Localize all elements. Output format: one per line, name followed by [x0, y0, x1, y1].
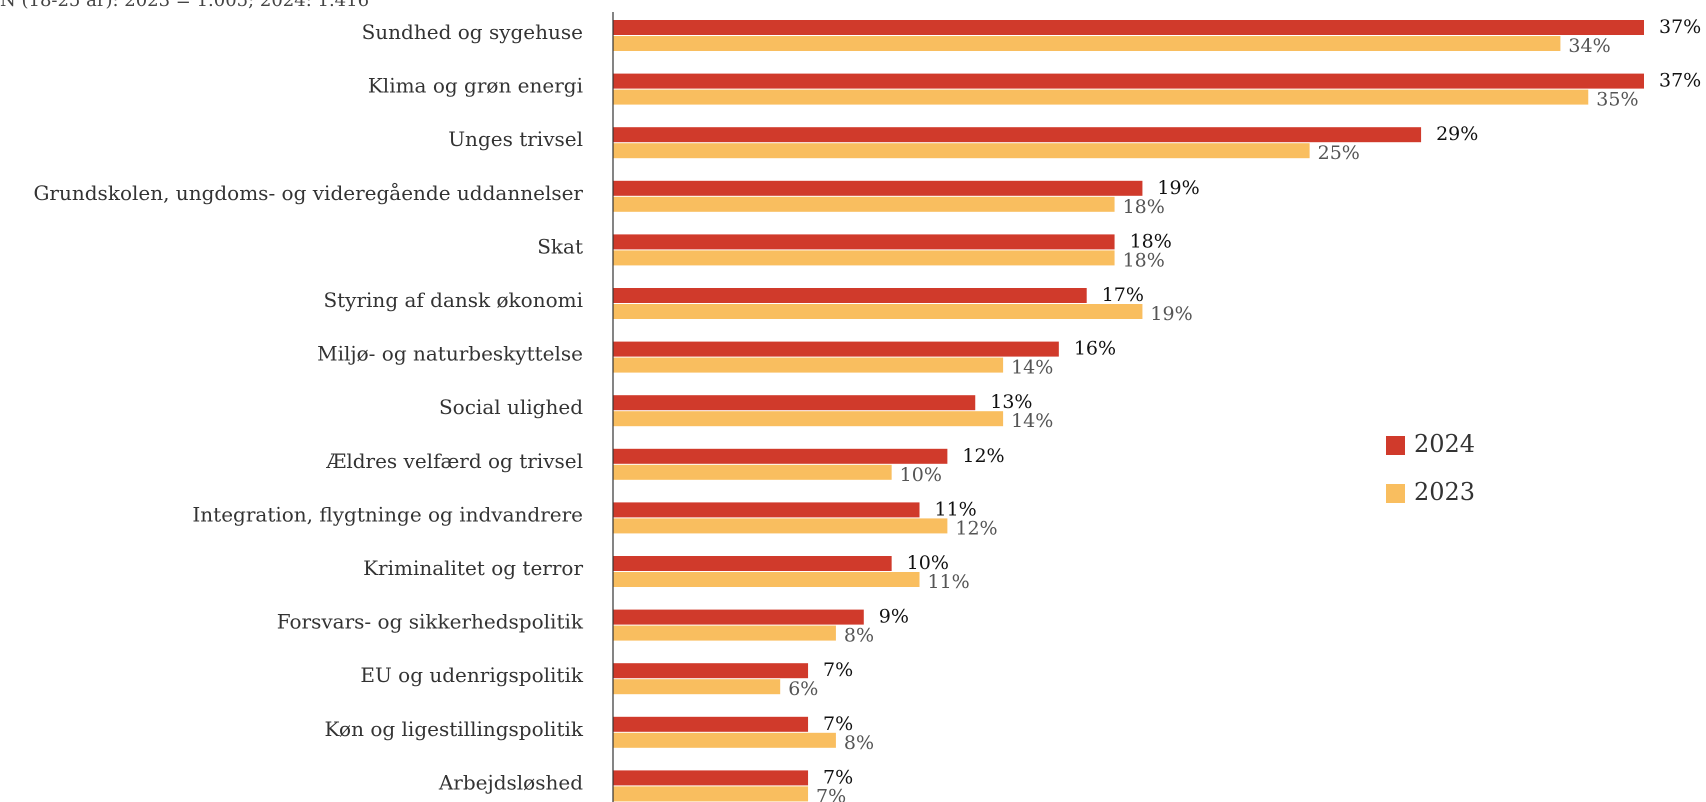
category-label: Ældres velfærd og trivsel	[325, 449, 583, 473]
value-label-2023: 35%	[1596, 89, 1638, 111]
value-label-2023: 14%	[1011, 357, 1053, 379]
value-label-2023: 7%	[816, 785, 846, 802]
value-label-2023: 12%	[955, 517, 997, 539]
value-label-2023: 11%	[928, 571, 970, 593]
bar-2024	[613, 770, 809, 786]
category-label: Unges trivsel	[448, 127, 583, 151]
legend: 2024 2023	[1386, 430, 1475, 506]
category-label: Forsvars- og sikkerhedspolitik	[277, 610, 584, 634]
category-label: Miljø- og naturbeskyttelse	[317, 342, 583, 366]
value-label-2023: 10%	[900, 464, 942, 486]
category-label: Arbejdsløshed	[438, 770, 583, 794]
category-labels: Sundhed og sygehuse Klima og grøn energi U…	[33, 20, 583, 794]
bar-2023	[613, 732, 836, 748]
bar-2023	[613, 679, 781, 695]
value-label-2024: 7%	[823, 766, 853, 788]
bar-2023	[613, 250, 1115, 266]
value-label-2024: 17%	[1102, 284, 1144, 306]
category-label: Klima og grøn energi	[368, 74, 583, 98]
value-label-2023: 18%	[1123, 196, 1165, 218]
bar-2023	[613, 411, 1004, 427]
value-label-2024: 12%	[962, 445, 1004, 467]
bar-2024	[613, 556, 892, 571]
value-label-2023: 8%	[844, 732, 874, 754]
bar-2023	[613, 357, 1004, 373]
legend-swatch-2024	[1386, 436, 1405, 455]
category-label: Grundskolen, ungdoms- og videregående ud…	[33, 181, 583, 205]
value-label-2023: 25%	[1318, 142, 1360, 164]
value-label-2023: 34%	[1568, 35, 1610, 57]
bar-2023	[613, 304, 1143, 319]
bars-group	[613, 20, 1644, 802]
value-label-2024: 37%	[1659, 70, 1701, 92]
value-label-2023: 18%	[1123, 249, 1165, 271]
bar-2023	[613, 572, 920, 587]
category-label: Social ulighed	[439, 395, 583, 419]
category-label: Køn og ligestillingspolitik	[324, 717, 583, 741]
bar-2024	[613, 180, 1143, 196]
value-label-2024: 29%	[1436, 123, 1478, 145]
value-label-2023: 19%	[1150, 303, 1192, 325]
value-label-2024: 7%	[823, 659, 853, 681]
bar-2024	[613, 127, 1422, 143]
value-label-2023: 14%	[1011, 410, 1053, 432]
bar-2024	[613, 395, 976, 411]
bar-2023	[613, 89, 1589, 105]
legend-swatch-2023	[1386, 484, 1405, 503]
bar-2023	[613, 36, 1561, 51]
value-label-2024: 16%	[1074, 338, 1116, 360]
bar-2023	[613, 464, 892, 480]
value-label-2024: 10%	[907, 552, 949, 574]
value-label-2024: 7%	[823, 713, 853, 735]
value-labels: 37%34%37%35%29%25%19%18%18%18%17%19%16%1…	[788, 16, 1701, 802]
bar-2023	[613, 196, 1115, 212]
bar-2024	[613, 341, 1059, 357]
bar-2023	[613, 518, 948, 534]
value-label-2024: 19%	[1157, 177, 1199, 199]
bar-2023	[613, 786, 809, 802]
bar-2024	[613, 234, 1115, 250]
chart-subtitle: N (18-25 år): 2023 = 1.005; 2024: 1.416	[0, 0, 369, 11]
bar-2023	[613, 143, 1310, 159]
bar-2024	[613, 448, 948, 464]
bar-2024	[613, 288, 1087, 303]
value-label-2024: 37%	[1659, 16, 1701, 38]
bar-2024	[613, 609, 864, 625]
value-label-2024: 18%	[1130, 230, 1172, 252]
category-label: Styring af dansk økonomi	[323, 288, 583, 312]
bar-2024	[613, 502, 920, 518]
category-label: Sundhed og sygehuse	[362, 20, 583, 44]
legend-label-2024: 2024	[1414, 430, 1475, 458]
category-label: Kriminalitet og terror	[363, 556, 583, 580]
bar-2023	[613, 625, 836, 641]
value-label-2024: 9%	[879, 606, 909, 628]
bar-2024	[613, 73, 1644, 89]
category-label: Skat	[537, 234, 583, 258]
bar-2024	[613, 663, 809, 679]
bar-2024	[613, 20, 1644, 35]
value-label-2023: 6%	[788, 678, 818, 700]
category-label: EU og udenrigspolitik	[360, 663, 584, 687]
legend-label-2023: 2023	[1414, 478, 1475, 506]
category-label: Integration, flygtninge og indvandrere	[192, 502, 583, 526]
value-label-2024: 13%	[990, 391, 1032, 413]
bar-2024	[613, 716, 809, 732]
value-label-2024: 11%	[935, 498, 977, 520]
value-label-2023: 8%	[844, 625, 874, 647]
